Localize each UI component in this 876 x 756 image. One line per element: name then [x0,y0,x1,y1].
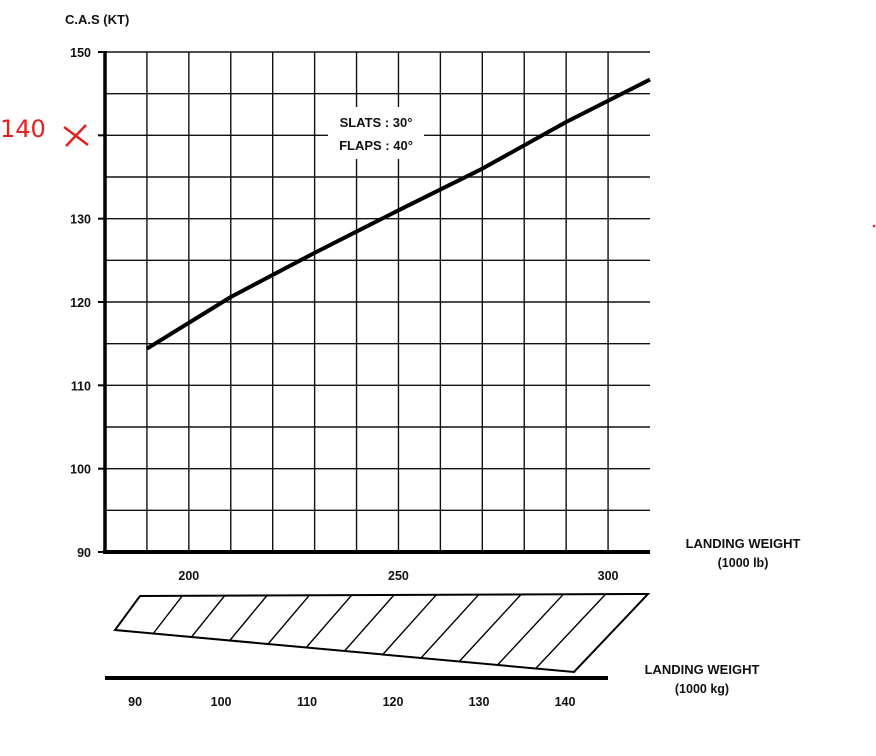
kg-tick-label: 100 [211,695,232,709]
conversion-hatch-line [535,593,607,669]
x-axis-title-lb-line1: LANDING WEIGHT [686,536,801,551]
conversion-hatch-line [190,595,226,638]
x-tick-label: 250 [388,569,409,583]
conversion-hatch-line [420,594,480,659]
y-tick-label: 130 [70,213,91,227]
conversion-hatch-line [305,594,353,648]
y-tick-label: 110 [71,379,91,393]
red-dot-mark [872,224,876,228]
kg-tick-label: 130 [469,695,490,709]
x-tick-labels: 200 250 300 [178,569,618,583]
kg-axis-title-line1: LANDING WEIGHT [645,662,760,677]
kg-tick-label: 120 [383,695,404,709]
x-tick-label: 300 [598,569,619,583]
y-tick-label: 100 [70,463,91,477]
conversion-hatch-line [496,593,564,666]
weight-conversion-band [113,592,651,674]
series-layer [145,77,651,351]
handwritten-note: 140 [0,115,46,143]
speed-curve-line [145,77,651,351]
conversion-hatch-line [382,594,437,655]
y-axis-title: C.A.S (KT) [65,12,129,27]
kg-tick-label: 110 [297,695,317,709]
y-tick-label: 120 [70,296,91,310]
conversion-hatch-line [267,594,310,645]
kg-tick-label: 140 [555,695,576,709]
y-tick-labels: 90 100 110 120 130 150 [70,46,91,560]
kg-tick-label: 90 [128,695,142,709]
annotation-slats: SLATS : 30° [340,115,413,130]
conversion-hatch-line [229,595,268,641]
kg-axis-title-line2: (1000 kg) [675,682,729,696]
x-tick-label: 200 [178,569,199,583]
y-tick-label: 150 [70,46,91,60]
x-axis-title-lb-line2: (1000 lb) [718,556,769,570]
handwritten-cross-mark [63,124,89,147]
annotation-background [328,107,424,159]
y-tick-label: 90 [77,546,91,560]
conversion-hatch-line [152,595,183,634]
conversion-hatch-line [458,594,522,662]
conversion-hatch-line [343,594,395,652]
axes [98,51,650,554]
annotation-flaps: FLAPS : 40° [339,138,413,153]
kg-axis: 90 100 110 120 130 140 [105,676,608,709]
